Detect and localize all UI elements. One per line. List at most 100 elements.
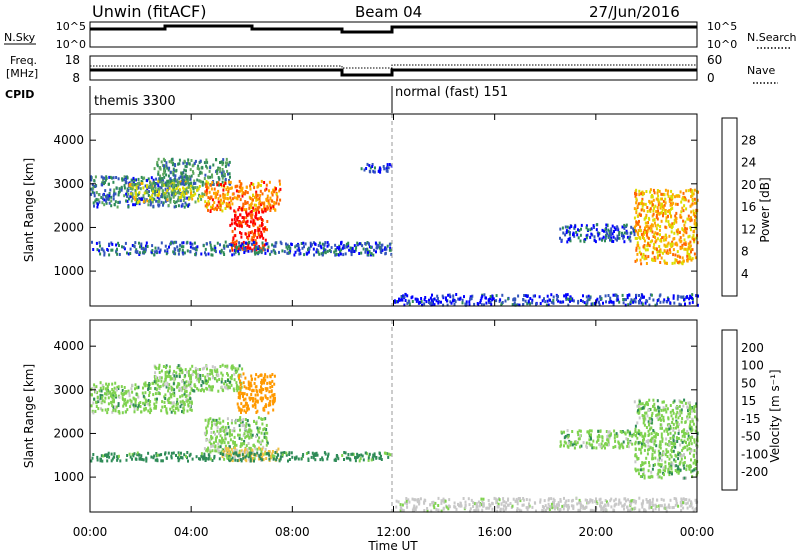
velocity-cell (649, 446, 652, 450)
velocity-cell (680, 508, 683, 512)
velocity-cell (580, 444, 583, 448)
power-cell (252, 224, 255, 228)
power-cell (223, 253, 226, 256)
velocity-cell (211, 365, 214, 369)
power-cell (660, 256, 663, 260)
power-cell (97, 198, 100, 202)
power-cell (670, 207, 672, 211)
power-cell (638, 193, 641, 197)
power-cell (681, 246, 684, 250)
velocity-cell (259, 452, 262, 456)
power-cell (694, 214, 697, 218)
power-cell (252, 232, 255, 236)
velocity-cell (496, 509, 499, 513)
velocity-cell (181, 371, 184, 374)
velocity-cell (525, 498, 528, 501)
velocity-cell (619, 444, 622, 448)
velocity-cell (237, 433, 239, 437)
power-cell (652, 218, 655, 222)
velocity-cell (114, 405, 116, 409)
velocity-cell (607, 442, 610, 446)
velocity-cell (333, 458, 336, 462)
power-cell (370, 252, 373, 256)
velocity-cell (185, 390, 188, 393)
power-cell (173, 189, 176, 193)
velocity-cell (185, 380, 188, 384)
power-cell (278, 189, 281, 193)
power-cell (650, 227, 653, 231)
power-cell (616, 295, 619, 298)
velocity-cell (146, 402, 149, 406)
power-cell (577, 228, 579, 232)
velocity-cell (231, 456, 234, 460)
velocity-cell (654, 503, 657, 507)
velocity-cell (238, 449, 241, 453)
power-cell (257, 231, 260, 235)
velocity-cell (672, 400, 675, 404)
velocity-cell (256, 451, 259, 455)
power-cell (185, 162, 188, 166)
velocity-cell (188, 374, 190, 378)
velocity-cell (571, 430, 574, 433)
velocity-cell (634, 442, 637, 446)
power-cell (234, 227, 236, 231)
power-cell (458, 297, 461, 301)
power-cell (662, 235, 665, 239)
velocity-cell (142, 401, 145, 405)
velocity-cell (672, 506, 675, 509)
velocity-cell (548, 504, 551, 508)
power-cell (656, 217, 659, 221)
velocity-cell (114, 409, 117, 413)
velocity-cell (152, 393, 155, 397)
power-cell (638, 246, 641, 250)
velocity-cell (201, 374, 204, 377)
velocity-cell (204, 456, 206, 460)
power-cell (487, 298, 490, 302)
power-cell (608, 231, 611, 235)
velocity-cell (667, 432, 670, 436)
power-cell (366, 162, 369, 166)
power-cell (249, 187, 252, 191)
power-cell (157, 172, 160, 176)
power-cell (635, 193, 638, 196)
power-cell (686, 254, 689, 258)
power-cell (652, 246, 655, 250)
power-cell (164, 181, 167, 185)
velocity-cell (606, 500, 608, 504)
velocity-cell (669, 410, 672, 414)
power-cell (674, 253, 677, 257)
velocity-cell (154, 458, 157, 462)
power-cell (378, 246, 381, 250)
velocity-cell (224, 426, 227, 430)
power-cell (222, 200, 225, 204)
power-cell (667, 241, 670, 245)
power-cell (97, 193, 100, 197)
velocity-cell (590, 437, 592, 441)
velocity-cell (595, 500, 598, 503)
velocity-cell (547, 498, 550, 502)
power-cell (635, 248, 638, 252)
power-cell (189, 184, 192, 187)
power-cell (372, 169, 375, 173)
velocity-cell (100, 389, 103, 393)
velocity-cell (268, 453, 271, 457)
power-cell (386, 163, 389, 167)
velocity-cell (578, 429, 581, 433)
velocity-cell (604, 507, 607, 511)
velocity-cell (221, 377, 224, 381)
power-cell (591, 302, 594, 306)
velocity-cell (203, 452, 206, 456)
velocity-cell (593, 509, 596, 513)
power-cell (480, 296, 483, 300)
power-cell (198, 171, 201, 175)
power-cell (170, 193, 173, 197)
power-cell (593, 226, 595, 229)
velocity-cell (297, 457, 300, 461)
power-cell (236, 246, 238, 250)
power-cell (183, 251, 186, 255)
velocity-cell (134, 398, 137, 402)
power-cell (545, 303, 548, 307)
velocity-cell (121, 389, 124, 392)
velocity-cell (411, 508, 414, 512)
velocity-cell (158, 453, 161, 457)
